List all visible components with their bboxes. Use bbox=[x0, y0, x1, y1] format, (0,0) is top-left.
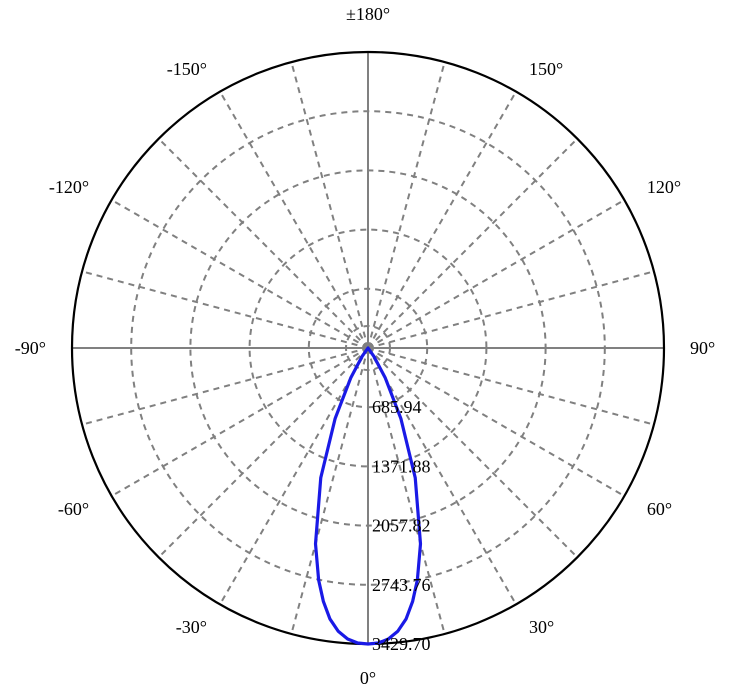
angular-tick-label: -120° bbox=[49, 177, 89, 197]
angular-tick-label: -150° bbox=[167, 59, 207, 79]
radial-tick-label: 2743.76 bbox=[372, 575, 431, 595]
angular-tick-label: -30° bbox=[176, 617, 207, 637]
angular-tick-label: -60° bbox=[58, 499, 89, 519]
angular-tick-label: 0° bbox=[360, 668, 376, 688]
radial-tick-label: 2057.82 bbox=[372, 516, 431, 536]
angular-tick-label: 90° bbox=[690, 338, 715, 358]
radial-tick-label: 685.94 bbox=[372, 397, 422, 417]
radial-tick-label: 1371.88 bbox=[372, 456, 431, 476]
angular-tick-label: 150° bbox=[529, 59, 563, 79]
angular-tick-label: 120° bbox=[647, 177, 681, 197]
angular-tick-label: ±180° bbox=[346, 4, 390, 24]
angular-tick-label: -90° bbox=[15, 338, 46, 358]
polar-chart: 685.94 1371.88 2057.82 2743.76 3429.70 0° 30° 6… bbox=[0, 0, 737, 697]
angular-tick-label: 30° bbox=[529, 617, 554, 637]
angular-tick-label: 60° bbox=[647, 499, 672, 519]
radial-tick-label: 3429.70 bbox=[372, 634, 431, 654]
